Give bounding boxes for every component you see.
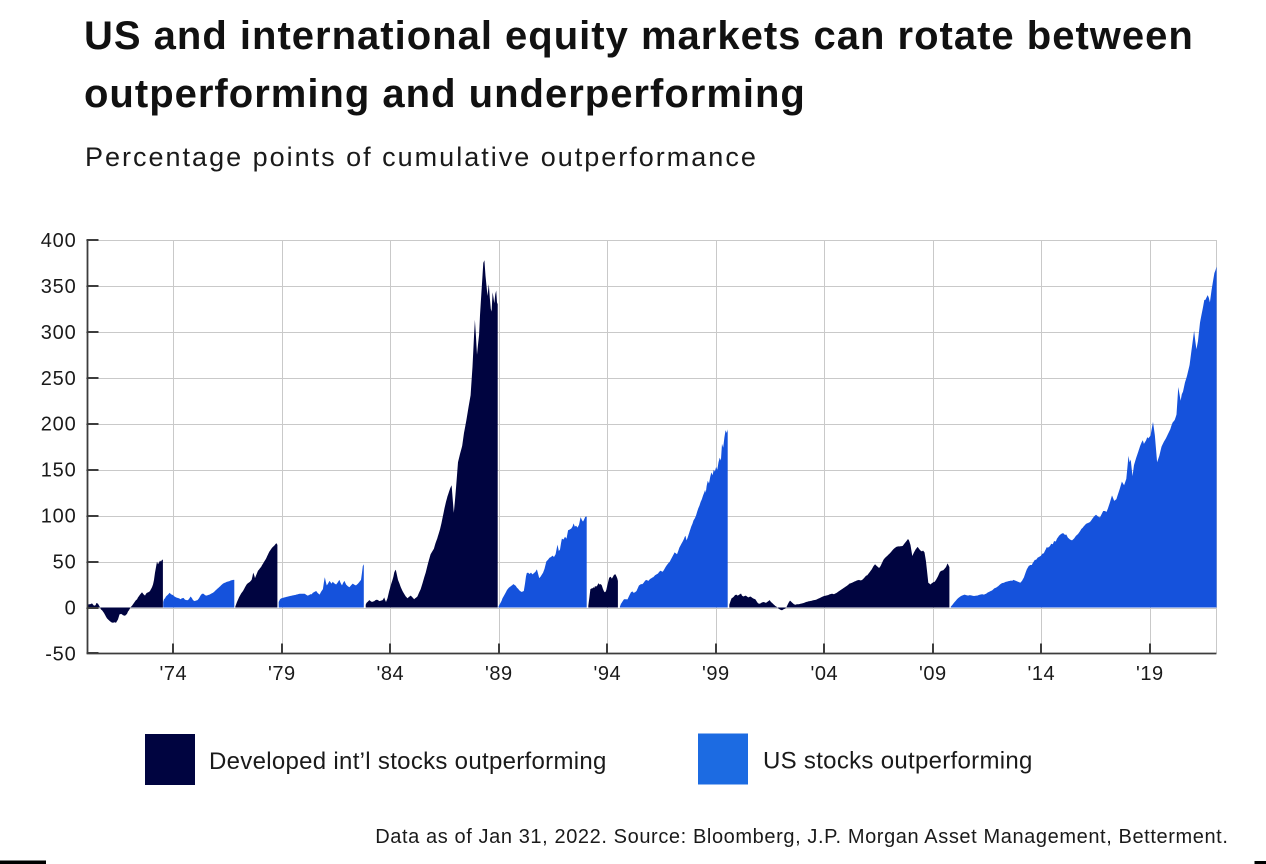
svg-text:'84: '84 [377,663,405,685]
svg-text:'09: '09 [919,663,947,685]
svg-text:'89: '89 [485,663,513,685]
svg-text:300: 300 [41,322,77,344]
svg-text:100: 100 [41,506,77,528]
svg-text:Developed int’l stocks outperf: Developed int’l stocks outperforming [209,748,607,775]
svg-text:'04: '04 [811,663,839,685]
svg-text:350: 350 [41,276,77,298]
svg-text:'74: '74 [160,663,188,685]
svg-text:'14: '14 [1028,663,1056,685]
svg-text:50: 50 [53,552,77,574]
svg-text:150: 150 [41,460,77,482]
svg-text:400: 400 [41,230,77,252]
svg-text:250: 250 [41,368,77,390]
svg-text:'19: '19 [1136,663,1164,685]
svg-text:Data as of Jan 31, 2022. Sourc: Data as of Jan 31, 2022. Source: Bloombe… [375,826,1228,848]
svg-text:'94: '94 [594,663,622,685]
svg-text:'79: '79 [268,663,296,685]
svg-text:'99: '99 [702,663,730,685]
svg-text:200: 200 [41,414,77,436]
svg-text:0: 0 [65,598,77,620]
svg-text:-50: -50 [45,643,76,665]
svg-text:US stocks outperforming: US stocks outperforming [763,748,1033,775]
